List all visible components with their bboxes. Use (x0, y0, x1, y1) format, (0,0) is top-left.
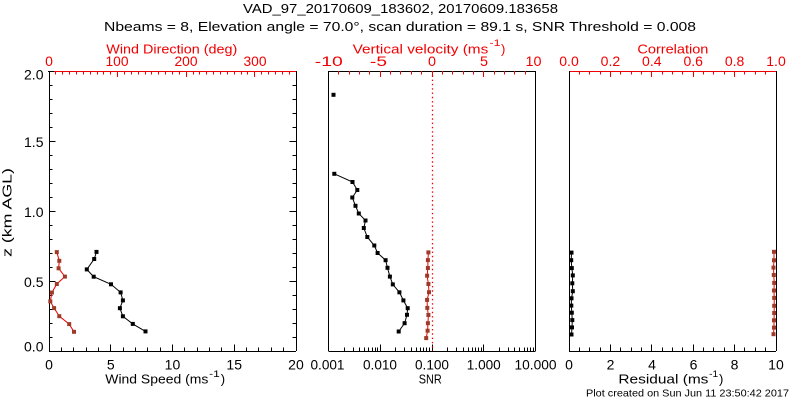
svg-text:0: 0 (45, 357, 53, 373)
svg-text:10: 10 (526, 53, 542, 69)
svg-text:10: 10 (768, 357, 784, 373)
svg-text:0.010: 0.010 (363, 357, 397, 373)
svg-text:0.6: 0.6 (683, 53, 703, 69)
svg-text:6: 6 (690, 357, 698, 373)
svg-text:Wind Direction (deg): Wind Direction (deg) (106, 41, 237, 56)
svg-text:300: 300 (244, 53, 267, 69)
svg-text:-1: -1 (209, 369, 220, 379)
svg-text:10.000: 10.000 (515, 357, 557, 373)
svg-text:): ) (501, 41, 505, 56)
svg-text:0.8: 0.8 (725, 53, 745, 69)
svg-text:0: 0 (45, 53, 53, 69)
svg-text:Correlation: Correlation (637, 41, 708, 56)
svg-text:1.000: 1.000 (467, 357, 501, 373)
svg-text:5: 5 (107, 357, 115, 373)
svg-text:2.0: 2.0 (24, 67, 44, 83)
svg-text:4: 4 (648, 357, 656, 373)
svg-text:0: 0 (565, 357, 573, 373)
svg-text:200: 200 (175, 53, 198, 69)
svg-text:-1: -1 (709, 369, 718, 379)
svg-text:0: 0 (428, 53, 436, 69)
svg-text:1.0: 1.0 (766, 53, 786, 69)
svg-text:Vertical velocity (ms: Vertical velocity (ms (353, 41, 489, 56)
svg-text:Wind Speed (ms: Wind Speed (ms (105, 372, 209, 387)
svg-text:): ) (719, 372, 723, 387)
svg-text:0.100: 0.100 (415, 357, 449, 373)
svg-text:1.5: 1.5 (24, 134, 44, 150)
svg-text:20: 20 (288, 357, 304, 373)
svg-text:-5: -5 (370, 53, 387, 69)
svg-text:8: 8 (731, 357, 739, 373)
svg-text:0.0: 0.0 (24, 339, 44, 355)
svg-text:Plot created on Sun Jun 11 23:: Plot created on Sun Jun 11 23:50:42 2017 (586, 388, 789, 400)
svg-text:-1: -1 (490, 38, 501, 48)
svg-text:1.0: 1.0 (24, 204, 44, 220)
svg-text:Residual (ms: Residual (ms (618, 372, 709, 387)
svg-text:0.2: 0.2 (601, 53, 621, 69)
svg-text:VAD_97_20170609_183602, 201706: VAD_97_20170609_183602, 20170609.183658 (243, 1, 558, 16)
svg-text:100: 100 (106, 53, 129, 69)
svg-text:z (km AGL): z (km AGL) (0, 168, 15, 257)
svg-text:0.0: 0.0 (559, 53, 579, 69)
svg-text:0.001: 0.001 (311, 357, 345, 373)
svg-text:Nbeams = 8, Elevation angle =: Nbeams = 8, Elevation angle = 70.0°, sca… (104, 19, 696, 34)
svg-text:-10: -10 (315, 53, 343, 69)
svg-text:0.5: 0.5 (24, 274, 44, 290)
svg-text:2: 2 (607, 357, 615, 373)
svg-text:15: 15 (226, 357, 242, 373)
svg-text:5: 5 (480, 53, 488, 69)
svg-text:SNR: SNR (419, 372, 442, 387)
svg-text:10: 10 (165, 357, 181, 373)
svg-text:): ) (221, 372, 225, 387)
svg-text:0.4: 0.4 (642, 53, 662, 69)
